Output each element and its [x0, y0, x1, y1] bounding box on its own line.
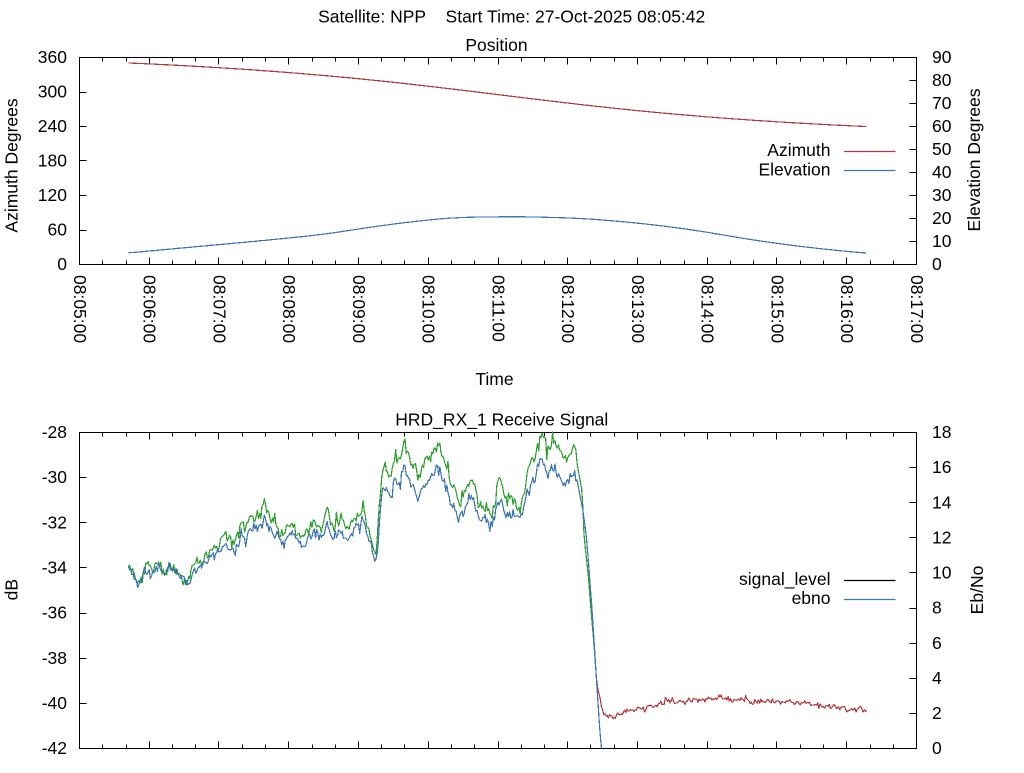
- svg-text:360: 360: [38, 47, 67, 67]
- svg-text:10: 10: [932, 563, 952, 583]
- svg-text:16: 16: [932, 457, 951, 477]
- svg-text:08:06:00: 08:06:00: [140, 275, 160, 343]
- svg-text:Azimuth: Azimuth: [767, 140, 830, 160]
- svg-text:-34: -34: [42, 558, 68, 578]
- svg-text:HRD_RX_1 Receive Signal: HRD_RX_1 Receive Signal: [395, 410, 608, 431]
- svg-text:90: 90: [932, 47, 952, 67]
- svg-text:08:16:00: 08:16:00: [837, 275, 857, 343]
- svg-text:4: 4: [932, 668, 942, 688]
- svg-text:Elevation Degrees: Elevation Degrees: [964, 88, 984, 231]
- svg-text:08:07:00: 08:07:00: [209, 275, 229, 343]
- svg-text:300: 300: [38, 82, 67, 102]
- svg-text:14: 14: [932, 492, 952, 512]
- svg-text:-40: -40: [42, 693, 68, 713]
- svg-text:08:09:00: 08:09:00: [349, 275, 369, 343]
- svg-text:Eb/No: Eb/No: [967, 566, 987, 615]
- svg-text:18: 18: [932, 422, 951, 442]
- svg-text:70: 70: [932, 93, 952, 113]
- svg-text:08:14:00: 08:14:00: [698, 275, 718, 343]
- svg-text:08:17:00: 08:17:00: [907, 275, 927, 343]
- svg-text:2: 2: [932, 703, 942, 723]
- svg-text:08:15:00: 08:15:00: [767, 275, 787, 343]
- svg-text:60: 60: [932, 116, 952, 136]
- svg-text:12: 12: [932, 527, 951, 547]
- svg-text:240: 240: [38, 116, 67, 136]
- svg-text:40: 40: [932, 162, 952, 182]
- svg-text:120: 120: [38, 185, 67, 205]
- svg-text:8: 8: [932, 598, 942, 618]
- svg-text:-28: -28: [42, 422, 67, 442]
- svg-text:-42: -42: [42, 738, 67, 758]
- svg-text:Azimuth Degrees: Azimuth Degrees: [2, 98, 22, 232]
- svg-text:30: 30: [932, 185, 952, 205]
- svg-text:08:11:00: 08:11:00: [488, 275, 508, 342]
- svg-text:-38: -38: [42, 648, 67, 668]
- svg-text:08:05:00: 08:05:00: [70, 275, 90, 343]
- svg-text:20: 20: [932, 208, 952, 228]
- svg-text:0: 0: [57, 254, 67, 274]
- svg-text:-30: -30: [42, 467, 68, 487]
- svg-text:60: 60: [48, 220, 68, 240]
- svg-text:10: 10: [932, 231, 952, 251]
- svg-text:50: 50: [932, 139, 952, 159]
- svg-text:-36: -36: [42, 603, 67, 623]
- svg-text:Position: Position: [465, 35, 527, 55]
- svg-text:80: 80: [932, 70, 952, 90]
- svg-text:signal_level: signal_level: [739, 569, 830, 590]
- svg-text:08:12:00: 08:12:00: [558, 275, 578, 343]
- svg-text:08:13:00: 08:13:00: [628, 275, 648, 343]
- svg-text:6: 6: [932, 633, 942, 653]
- svg-text:dB: dB: [2, 579, 22, 600]
- svg-text:-32: -32: [42, 512, 67, 532]
- svg-text:180: 180: [38, 151, 67, 171]
- svg-text:Time: Time: [475, 369, 513, 389]
- svg-text:Satellite: NPP Start Time:: Satellite: NPP Start Time: 27-Oct-2025 0…: [318, 7, 705, 27]
- svg-text:Elevation: Elevation: [759, 159, 831, 179]
- svg-text:08:08:00: 08:08:00: [279, 275, 299, 343]
- svg-text:08:10:00: 08:10:00: [419, 275, 439, 343]
- svg-text:0: 0: [932, 254, 942, 274]
- svg-text:0: 0: [932, 738, 942, 758]
- svg-text:ebno: ebno: [792, 588, 831, 608]
